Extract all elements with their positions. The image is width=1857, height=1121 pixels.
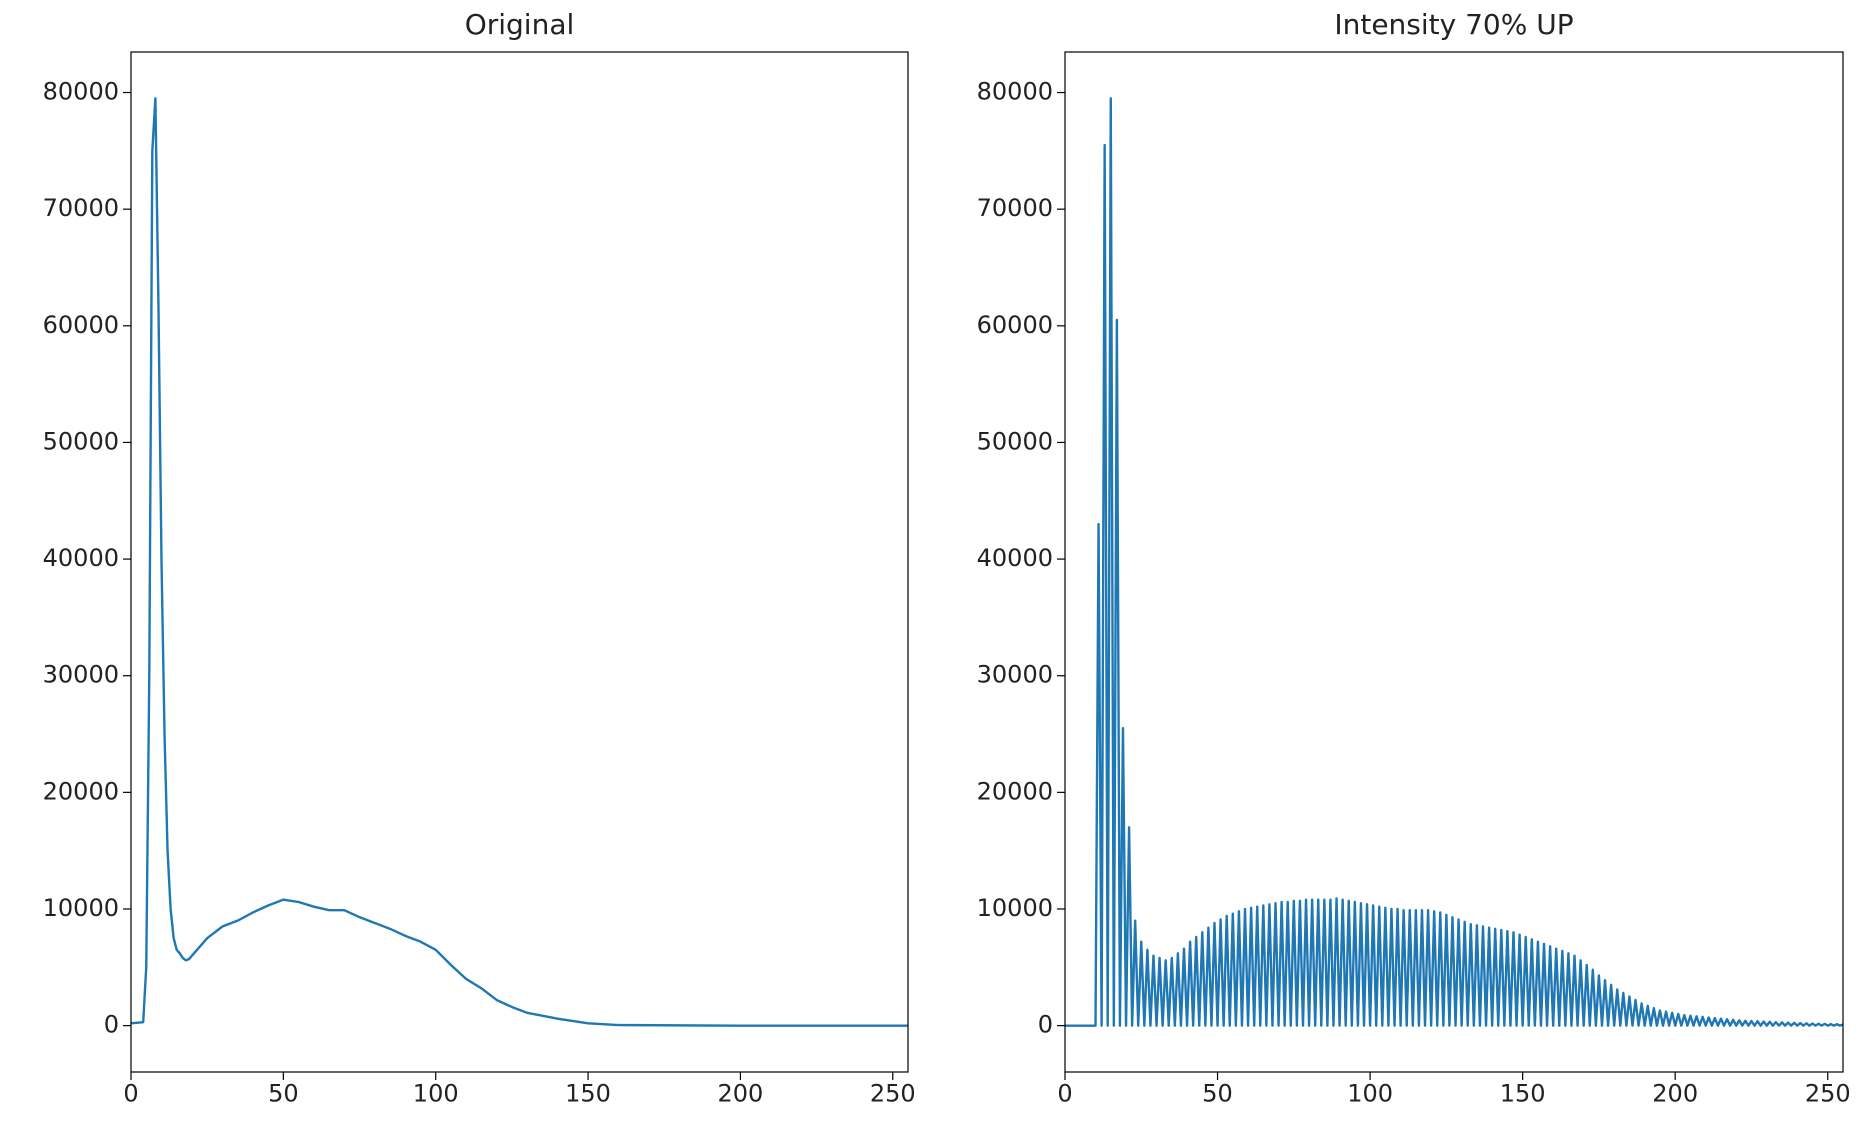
- y-tick-label: 0: [1038, 1011, 1053, 1039]
- plot-area: [131, 97, 908, 1027]
- y-tick-label: 0: [104, 1011, 119, 1039]
- y-tick-label: 30000: [43, 661, 119, 689]
- chart-title: Intensity 70% UP: [1334, 8, 1573, 41]
- x-tick-label: 250: [1805, 1080, 1851, 1108]
- y-tick-label: 10000: [977, 894, 1053, 922]
- x-tick-label: 250: [870, 1080, 916, 1108]
- y-tick-label: 50000: [43, 427, 119, 455]
- x-tick-label: 150: [1500, 1080, 1546, 1108]
- y-tick-label: 50000: [977, 427, 1053, 455]
- y-tick-label: 40000: [977, 544, 1053, 572]
- y-tick-label: 40000: [43, 544, 119, 572]
- x-tick-label: 0: [1057, 1080, 1072, 1108]
- y-tick-label: 70000: [43, 194, 119, 222]
- x-tick-label: 100: [413, 1080, 459, 1108]
- x-tick-label: 50: [268, 1080, 299, 1108]
- y-tick-label: 20000: [43, 777, 119, 805]
- x-tick-label: 50: [1202, 1080, 1233, 1108]
- y-tick-label: 60000: [43, 311, 119, 339]
- line: [131, 97, 908, 1027]
- y-tick-label: 30000: [977, 661, 1053, 689]
- axes-frame: [1064, 51, 1844, 1073]
- x-tick-label: 150: [565, 1080, 611, 1108]
- x-tick-label: 0: [123, 1080, 138, 1108]
- y-tick-label: 80000: [977, 78, 1053, 106]
- plot-area: [1065, 97, 1843, 1027]
- x-tick-label: 200: [718, 1080, 764, 1108]
- y-tick-label: 60000: [977, 311, 1053, 339]
- line: [1065, 97, 1843, 1027]
- axes-frame: [130, 51, 909, 1073]
- y-tick-label: 10000: [43, 894, 119, 922]
- x-tick-label: 100: [1347, 1080, 1393, 1108]
- y-tick-label: 80000: [43, 78, 119, 106]
- y-tick-label: 20000: [977, 777, 1053, 805]
- x-tick-label: 200: [1652, 1080, 1698, 1108]
- chart-title: Original: [465, 8, 575, 41]
- y-tick-label: 70000: [977, 194, 1053, 222]
